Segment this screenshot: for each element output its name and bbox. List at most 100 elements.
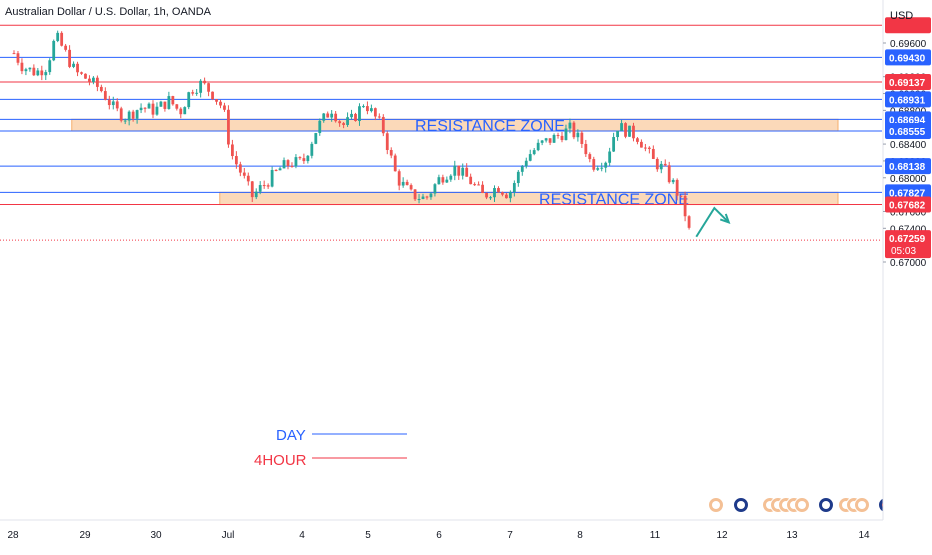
candle[interactable] [306,154,310,164]
candle[interactable] [409,183,413,191]
candle[interactable] [445,176,449,183]
candle[interactable] [143,107,147,113]
candle[interactable] [290,162,294,168]
candle[interactable] [318,118,322,136]
candle[interactable] [465,163,469,177]
candle[interactable] [207,82,210,97]
candle[interactable] [60,31,64,47]
candle[interactable] [536,139,540,152]
candle[interactable] [461,163,465,180]
candle[interactable] [203,77,207,85]
candle[interactable] [580,130,584,148]
candle[interactable] [596,165,600,171]
candle[interactable] [552,133,556,143]
event-flag-icon[interactable] [794,497,810,513]
candle[interactable] [632,122,635,142]
event-flag-icon[interactable] [818,497,834,513]
candle[interactable] [564,124,568,141]
candle[interactable] [667,161,671,184]
candle[interactable] [655,157,659,172]
candle[interactable] [421,193,425,200]
candle[interactable] [362,104,365,108]
candle[interactable] [159,100,163,107]
candle[interactable] [334,111,338,123]
candle[interactable] [298,156,302,160]
candle[interactable] [354,112,357,122]
candle[interactable] [548,138,552,146]
candle[interactable] [44,69,48,81]
candle[interactable] [167,91,171,110]
candle[interactable] [636,136,639,145]
candle[interactable] [270,166,274,188]
candle[interactable] [127,110,131,126]
candle[interactable] [393,153,397,172]
candle[interactable] [330,110,334,122]
candle[interactable] [238,161,242,177]
candle[interactable] [671,178,675,185]
candle[interactable] [56,30,60,43]
candle[interactable] [151,100,155,119]
candle[interactable] [242,167,246,179]
candle[interactable] [584,139,588,157]
candle[interactable] [683,191,687,222]
candle[interactable] [532,148,536,156]
candle[interactable] [88,75,91,86]
candle[interactable] [544,137,548,143]
candle[interactable] [560,131,564,143]
candle[interactable] [572,121,576,140]
candle[interactable] [199,79,203,98]
candle[interactable] [183,106,187,115]
candle[interactable] [469,173,473,185]
candle[interactable] [234,151,238,169]
candle[interactable] [40,65,44,81]
candle[interactable] [501,191,504,197]
candle[interactable] [227,105,230,148]
candle[interactable] [405,179,409,186]
candle[interactable] [32,64,36,77]
candle[interactable] [250,180,254,203]
candle[interactable] [425,195,429,200]
candle[interactable] [505,192,508,199]
candle[interactable] [92,76,95,85]
candle[interactable] [417,194,421,204]
candle[interactable] [28,67,32,72]
candle[interactable] [679,195,683,198]
candle[interactable] [477,181,481,186]
candle[interactable] [99,84,103,93]
candle[interactable] [155,102,159,116]
candle[interactable] [195,88,199,96]
candle[interactable] [103,87,107,101]
candle[interactable] [493,185,496,202]
candle[interactable] [441,174,445,185]
candle[interactable] [16,50,20,66]
candle[interactable] [147,102,151,109]
candle[interactable] [72,61,75,69]
candle[interactable] [48,58,52,75]
candle[interactable] [385,131,389,155]
candle[interactable] [123,118,127,125]
candle[interactable] [600,162,604,172]
candle[interactable] [675,178,679,201]
candle[interactable] [429,192,433,200]
candle[interactable] [64,43,68,52]
candle[interactable] [80,71,83,75]
candle[interactable] [223,102,226,112]
candle[interactable] [369,104,373,113]
candle[interactable] [413,189,417,202]
candle[interactable] [508,190,512,203]
candle[interactable] [628,125,631,137]
candle[interactable] [497,186,500,193]
candle[interactable] [95,75,99,92]
candle[interactable] [604,161,608,173]
event-flag-icon[interactable] [733,497,749,513]
candle[interactable] [524,157,528,169]
candle[interactable] [179,107,183,119]
candle[interactable] [266,183,270,189]
candle[interactable] [377,113,381,119]
candle[interactable] [489,195,492,200]
candle[interactable] [640,139,643,148]
candle[interactable] [528,149,532,162]
candle[interactable] [620,119,623,131]
candle[interactable] [588,152,592,163]
